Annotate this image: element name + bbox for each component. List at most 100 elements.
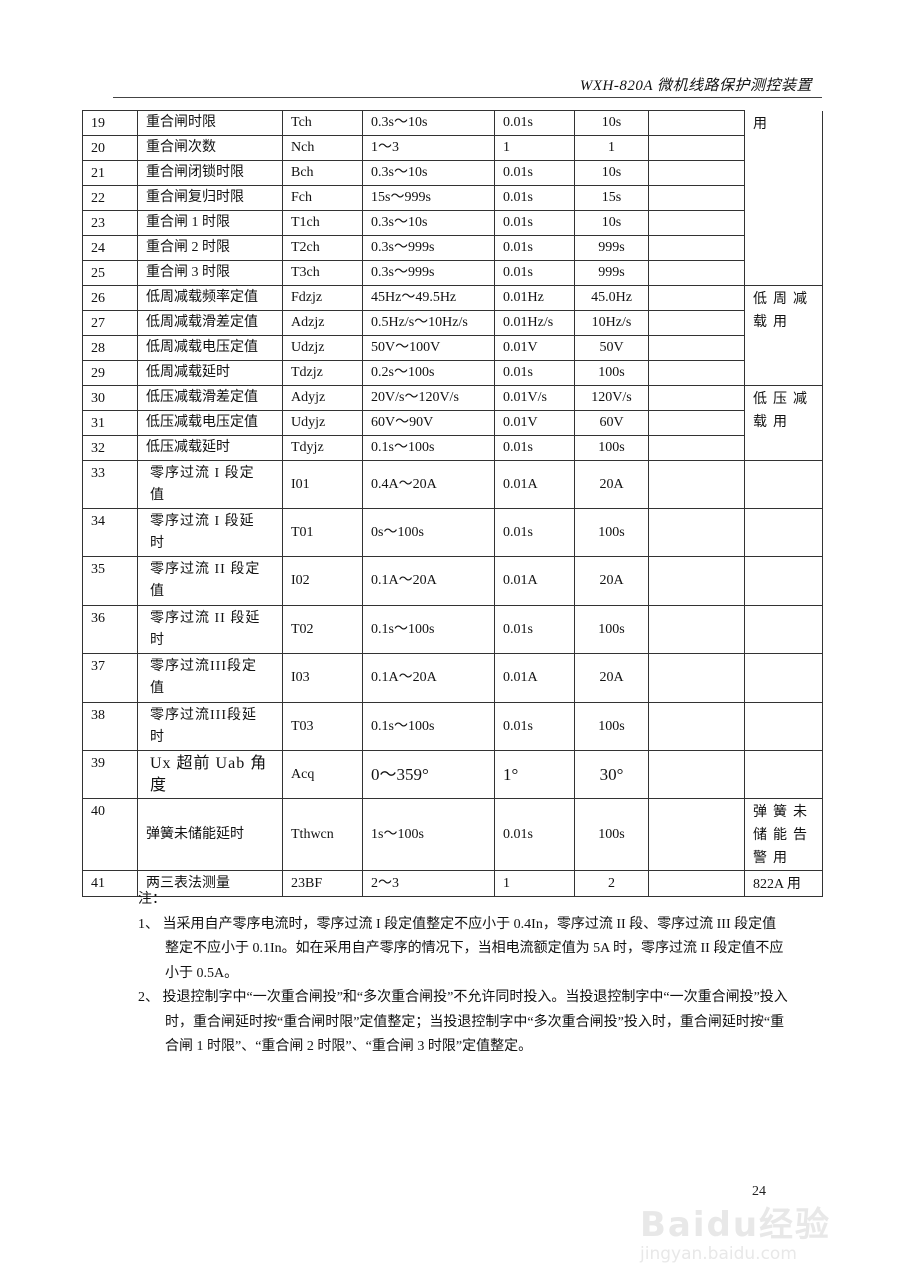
remark [648,798,745,871]
table-row: 41 两三表法测量 23BF 2～3 1 2 822A 用 [82,870,823,897]
setting-step: 0.01V/s [494,385,575,411]
param-code: Udyjz [282,410,363,436]
row-number: 23 [82,210,138,236]
default-value: 15s [574,185,649,211]
remark [648,310,745,336]
setting-range: 1s～100s [362,798,495,871]
default-value: 20A [574,653,649,703]
table-row: 39 Ux 超前 Uab 角 度 Acq 0～359° 1° 30° [82,750,823,799]
param-code: Tdzjz [282,360,363,386]
setting-range: 0.3s～999s [362,260,495,286]
param-name: 零序过流 II 段延 时 [137,605,283,654]
param-name: 零序过流 I 段定 值 [137,460,283,509]
remark [648,285,745,311]
applicability-note: 用 [744,110,823,286]
setting-step: 0.01s [494,360,575,386]
default-value: 120V/s [574,385,649,411]
param-name: 零序过流 I 段延 时 [137,508,283,557]
header-rule [113,97,822,98]
setting-range: 0.1s～100s [362,435,495,461]
param-code: Tdyjz [282,435,363,461]
row-number: 34 [82,508,138,557]
param-name: 低周减载滑差定值 [137,310,283,336]
row-number: 33 [82,460,138,509]
default-value: 30° [574,750,649,799]
param-code: Adyjz [282,385,363,411]
setting-range: 0.5Hz/s～10Hz/s [362,310,495,336]
running-header: WXH-820A 微机线路保护测控装置 [579,78,812,94]
table-row: 19 重合闸时限 Tch 0.3s～10s 0.01s 10s 用 [82,110,823,286]
remark [648,460,745,509]
param-code: T02 [282,605,363,654]
param-name: 低周减载延时 [137,360,283,386]
param-code: T01 [282,508,363,557]
settings-table: 19 重合闸时限 Tch 0.3s～10s 0.01s 10s 用 20 重合闸次数 Nch 1～3… [82,110,823,897]
setting-step: 0.01A [494,556,575,606]
table-row: 28 低周减载电压定值 Udzjz 50V～100V 0.01V 50V [82,335,823,361]
setting-range: 2～3 [362,870,495,897]
table-row: 24 重合闸 2 时限 T2ch 0.3s～999s 0.01s 999s [82,235,823,261]
setting-step: 0.01s [494,210,575,236]
param-code: Acq [282,750,363,799]
param-code: Nch [282,135,363,161]
setting-step: 0.01Hz/s [494,310,575,336]
setting-step: 0.01s [494,160,575,186]
row-number: 22 [82,185,138,211]
setting-step: 0.01s [494,185,575,211]
row-number: 28 [82,335,138,361]
note-item: 1、 当采用自产零序电流时，零序过流 I 段定值整定不应小于 0.4In，零序过… [138,916,784,981]
setting-range: 0.1s～100s [362,702,495,751]
table-row: 27 低周减载滑差定值 Adzjz 0.5Hz/s～10Hz/s 0.01Hz/s 10H… [82,310,823,336]
setting-range: 0～359° [362,750,495,799]
setting-step: 0.01V [494,410,575,436]
param-code: T2ch [282,235,363,261]
param-name: 重合闸复归时限 [137,185,283,211]
param-name: 零序过流III段延 时 [137,702,283,751]
setting-range: 45Hz～49.5Hz [362,285,495,311]
row-number: 37 [82,653,138,703]
applicability-note [744,605,823,654]
remark [648,385,745,411]
row-number: 27 [82,310,138,336]
param-name: 重合闸次数 [137,135,283,161]
setting-step: 1° [494,750,575,799]
applicability-note [744,556,823,606]
remark [648,160,745,186]
param-name: 低压减载延时 [137,435,283,461]
setting-range: 0.1A～20A [362,653,495,703]
setting-step: 0.01A [494,460,575,509]
default-value: 60V [574,410,649,436]
note-item: 2、 投退控制字中“一次重合闸投”和“多次重合闸投”不允许同时投入。当投退控制字… [138,990,788,1054]
param-name: 低压减载电压定值 [137,410,283,436]
applicability-note: 弹簧未储能告警用 [744,798,823,871]
applicability-note [744,460,823,509]
default-value: 50V [574,335,649,361]
default-value: 2 [574,870,649,897]
default-value: 10s [574,160,649,186]
remark [648,435,745,461]
param-name: 零序过流 II 段定 值 [137,556,283,606]
setting-step: 0.01V [494,335,575,361]
setting-range: 0s～100s [362,508,495,557]
setting-step: 0.01A [494,653,575,703]
applicability-note [744,702,823,751]
param-code: T3ch [282,260,363,286]
table-row: 36 零序过流 II 段延 时 T02 0.1s～100s 0.01s 100s [82,605,823,654]
row-number: 19 [82,110,138,136]
row-number: 40 [82,798,138,871]
setting-range: 0.1A～20A [362,556,495,606]
table-row: 21 重合闸闭锁时限 Bch 0.3s～10s 0.01s 10s [82,160,823,186]
param-code: T03 [282,702,363,751]
row-number: 26 [82,285,138,311]
remark [648,410,745,436]
remark [648,702,745,751]
setting-range: 0.3s～10s [362,110,495,136]
remark [648,210,745,236]
param-code: Tthwcn [282,798,363,871]
baidu-watermark-logo: Baidu经验 [640,1205,832,1245]
setting-step: 0.01s [494,605,575,654]
applicability-note: 低压减载用 [744,385,823,461]
remark [648,335,745,361]
row-number: 36 [82,605,138,654]
param-code: Udzjz [282,335,363,361]
